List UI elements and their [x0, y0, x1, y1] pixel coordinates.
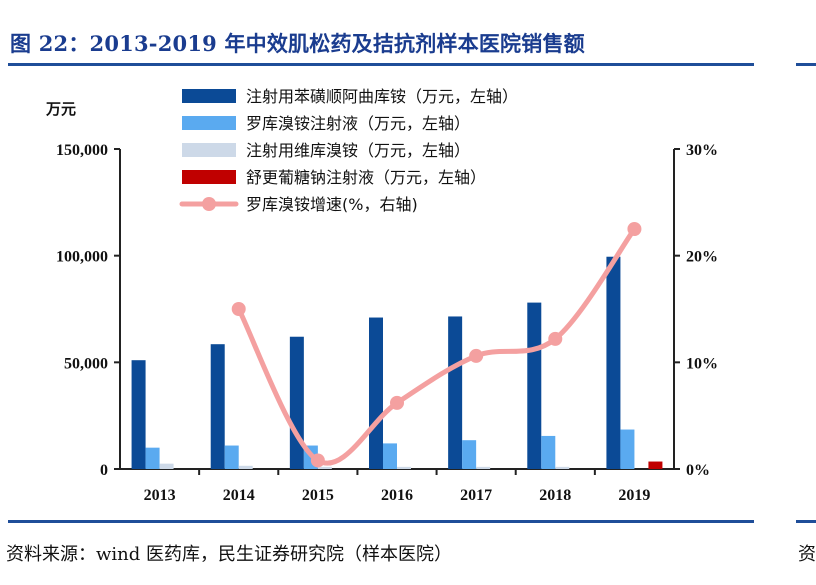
figure-title: 图 22：2013-2019 年中效肌松药及拮抗剂样本医院销售额 — [10, 31, 585, 56]
top-rule-stub — [796, 63, 816, 66]
growth-point — [469, 348, 484, 363]
axes: 0 50,000 100,000 150,000 0% 10% 20% 30% 2013 2014… — [56, 142, 718, 504]
growth-point — [627, 222, 642, 236]
right-tick-label: 30% — [686, 142, 718, 159]
bar — [289, 336, 304, 469]
source-note-stub: 资 — [798, 544, 816, 565]
legend-label: 舒更葡糖钠注射液（万元，左轴） — [246, 168, 486, 187]
right-tick-label: 10% — [686, 355, 718, 372]
legend: 注射用苯磺顺阿曲库铵（万元，左轴） 罗库溴铵注射液（万元，左轴） 注射用维库溴铵（万… — [179, 87, 518, 214]
growth-point — [548, 331, 563, 346]
left-tick-label: 100,000 — [56, 249, 108, 266]
bar — [131, 360, 146, 469]
x-tick-label: 2016 — [381, 487, 413, 504]
bottom-rule-stub — [796, 520, 816, 523]
legend-label: 罗库溴铵注射液（万元，左轴） — [246, 114, 470, 133]
left-tick-label: 150,000 — [56, 142, 108, 159]
bar — [555, 466, 570, 469]
bar — [397, 466, 411, 469]
legend-label: 注射用维库溴铵（万元，左轴） — [246, 141, 470, 160]
bar — [238, 465, 253, 469]
source-note: 资料来源：wind 医药库，民生证券研究院（样本医院） — [6, 544, 452, 565]
growth-point — [231, 302, 246, 316]
bar — [606, 256, 621, 469]
bar — [369, 317, 383, 469]
bar — [620, 429, 635, 469]
bar — [210, 344, 225, 469]
bar — [448, 316, 463, 469]
right-tick-label: 0% — [686, 462, 710, 479]
bar — [383, 443, 397, 469]
bar — [527, 302, 542, 469]
growth-point — [310, 453, 325, 468]
bar — [145, 447, 160, 469]
x-tick-label: 2014 — [223, 487, 255, 504]
bar — [462, 440, 477, 469]
top-rule — [8, 63, 754, 66]
left-tick-label: 50,000 — [64, 355, 108, 372]
left-axis-unit: 万元 — [46, 100, 77, 118]
legend-label: 罗库溴铵增速(%，右轴) — [246, 195, 418, 214]
legend-swatch — [182, 89, 236, 103]
bar — [648, 461, 663, 469]
growth-line-path — [236, 226, 637, 466]
bar — [159, 463, 174, 469]
legend-swatch-marker — [202, 197, 216, 211]
bars — [131, 256, 663, 469]
legend-label: 注射用苯磺顺阿曲库铵（万元，左轴） — [246, 87, 518, 106]
x-tick-label: 2015 — [302, 487, 334, 504]
x-tick-label: 2013 — [144, 487, 176, 504]
x-tick-label: 2017 — [460, 487, 492, 504]
bar — [224, 445, 239, 469]
growth-point — [390, 395, 404, 410]
bar — [541, 435, 556, 469]
growth-line — [231, 222, 642, 468]
bottom-rule — [8, 520, 754, 523]
bar — [476, 466, 491, 469]
bar — [317, 466, 332, 469]
legend-swatch — [182, 116, 236, 130]
x-tick-label: 2018 — [539, 487, 571, 504]
legend-swatch — [182, 143, 236, 157]
x-tick-label: 2019 — [618, 487, 650, 504]
legend-swatch — [182, 170, 236, 184]
right-tick-label: 20% — [686, 249, 718, 266]
left-tick-label: 0 — [100, 462, 108, 479]
